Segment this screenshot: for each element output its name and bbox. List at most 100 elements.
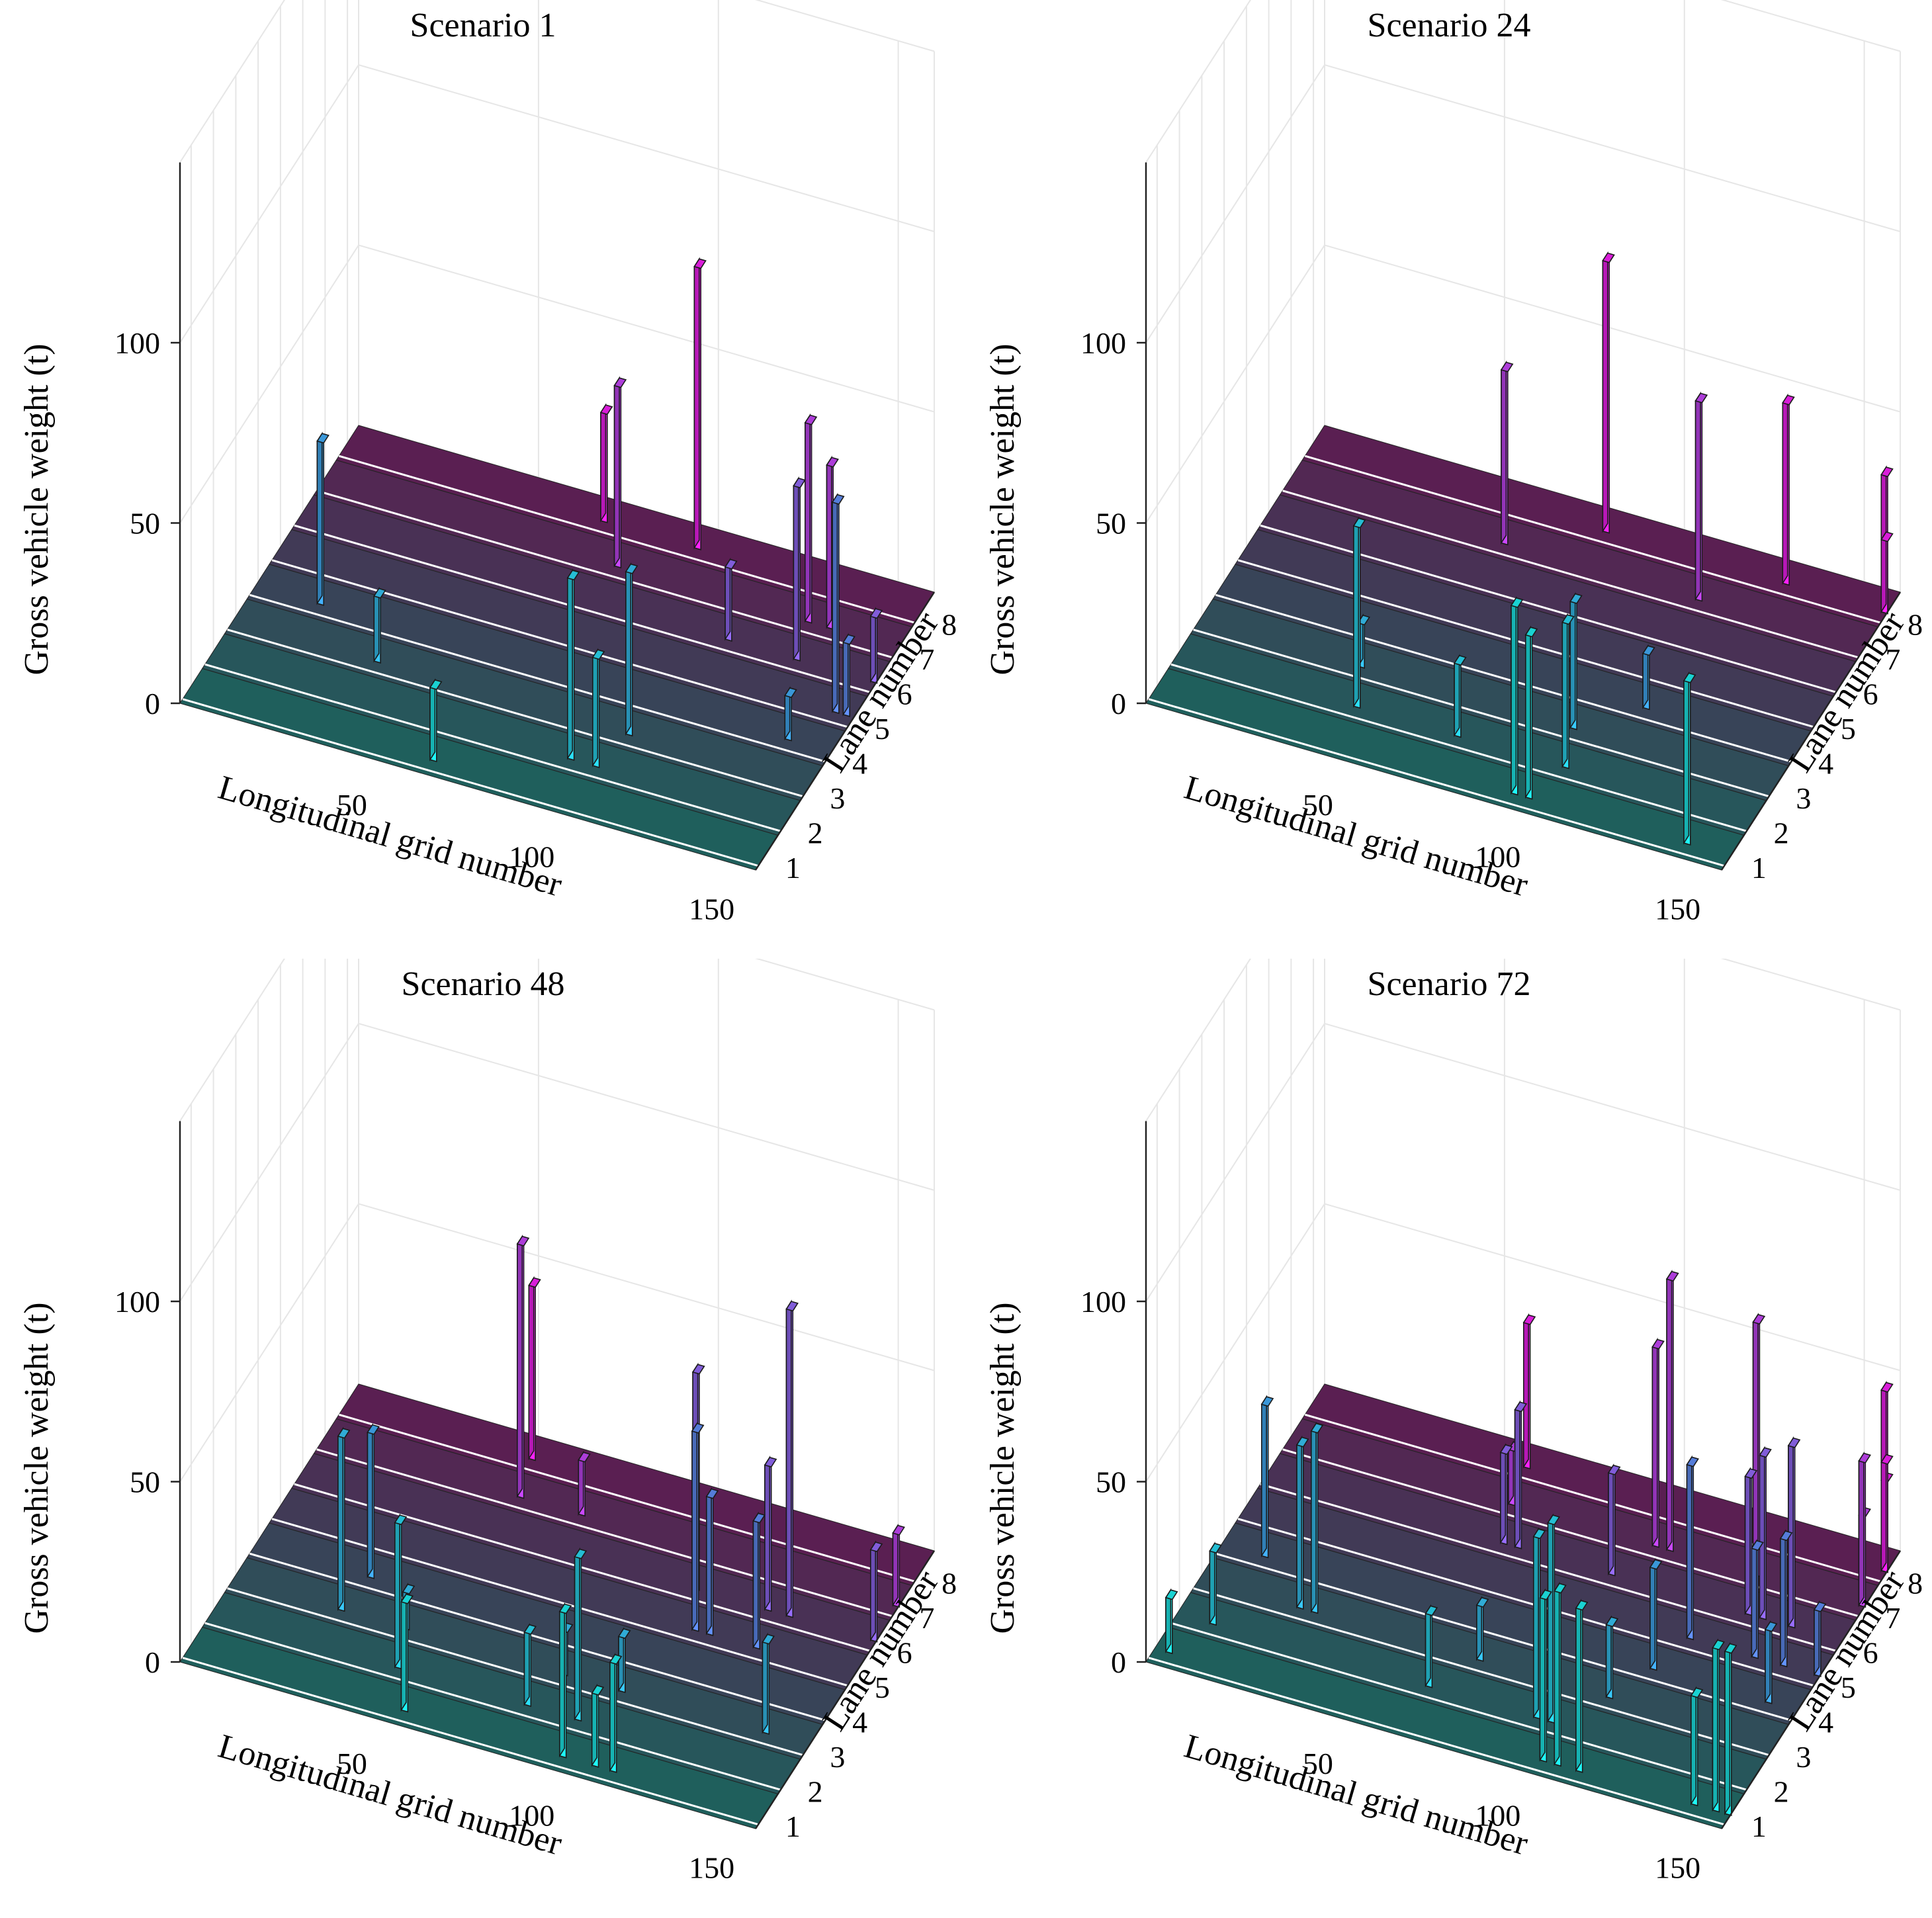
- bar-lane-5-x-150: [1779, 1529, 1793, 1668]
- bar-lane-7-x-182: [1858, 1451, 1871, 1608]
- bar-lane-7-x-106: [1665, 1270, 1679, 1552]
- x-tick-label: 50: [1303, 788, 1333, 822]
- lane-tick-label: 2: [1774, 816, 1789, 850]
- lane-tick-label: 3: [830, 1740, 845, 1774]
- z-tick-label: 50: [1096, 1465, 1126, 1499]
- bar-lane-1-x-108: [1539, 1588, 1552, 1763]
- lane-tick-label: 3: [1796, 1740, 1811, 1774]
- lane-tick-label: 5: [1841, 712, 1856, 746]
- bar-lane-7-x-60: [1500, 360, 1514, 546]
- bar-lane-3-x-104: [1569, 591, 1583, 730]
- bar-lane-7-x-72: [578, 1450, 591, 1517]
- bar-lane-7-x-62: [1507, 1440, 1521, 1506]
- z-tick-label: 50: [1096, 507, 1126, 541]
- z-tick-label: 0: [145, 1645, 160, 1679]
- lane-divider: [1282, 490, 1859, 659]
- lane-tick-label: 6: [897, 677, 912, 711]
- chart-svg: Scenario 240501005010015012345678Longitu…: [984, 0, 1923, 926]
- chart-svg: Scenario 480501005010015012345678Longitu…: [18, 959, 957, 1884]
- bar-lane-7-x-102: [1651, 1337, 1665, 1548]
- panel-scenario-1: Scenario 1 0 50 100 50 100 150 1 2 3 4 5 6 7 8 Longitud…: [0, 0, 966, 959]
- bar-lane-2-x-52: [394, 1513, 408, 1670]
- lane-tick-label: 2: [808, 1774, 823, 1808]
- bar-lane-7-x-141: [826, 455, 839, 631]
- lane-tick-label: 1: [1751, 1809, 1767, 1843]
- bar-lane-3-x-110: [625, 562, 638, 737]
- axes: [179, 162, 936, 871]
- bar-lane-7-x-82: [613, 376, 627, 569]
- z-axis-label: Gross vehicle weight (t): [18, 343, 56, 675]
- z-tick-label: 50: [130, 507, 160, 541]
- bar-lane-6-x-66: [1499, 1443, 1513, 1546]
- bar-lane-8-x-132: [1782, 393, 1795, 586]
- z-tick-label: 100: [1080, 1285, 1126, 1319]
- bar-lane-4-x-118: [1642, 644, 1655, 711]
- lane-divider: [338, 455, 915, 624]
- bar-lane-3-x-114: [1605, 1615, 1619, 1700]
- bar-lane-5-x-120: [705, 1487, 719, 1636]
- bars: [1164, 1270, 1894, 1817]
- lane-tick-label: 8: [942, 607, 957, 641]
- lane-tick-label: 4: [852, 746, 867, 780]
- chart-svg: Scenario 10501005010015012345678Longitud…: [18, 0, 957, 926]
- lane-tick-label: 7: [919, 1601, 934, 1635]
- bar-lane-6-x-96: [1607, 1463, 1621, 1577]
- lane-divider: [1170, 663, 1747, 832]
- x-tick-label: 150: [689, 892, 734, 926]
- x-tick-label: 150: [1655, 1851, 1700, 1884]
- bar-lane-5-x-166: [1813, 1600, 1827, 1678]
- bar-lane-5-x-155: [831, 492, 845, 715]
- bar-lane-2-x-70: [1425, 1604, 1438, 1688]
- bar-lane-2-x-102: [574, 1547, 588, 1722]
- lane-tick-label: 3: [1796, 781, 1811, 815]
- x-tick-label: 150: [689, 1851, 734, 1884]
- lane-divider: [1193, 629, 1769, 798]
- bar-lane-5-x-142: [1751, 1538, 1764, 1659]
- bar-lane-2-x-10: [1209, 1542, 1222, 1626]
- bar-lane-2-x-78: [1453, 654, 1467, 738]
- lane-tick-label: 2: [1774, 1774, 1789, 1808]
- x-tick-label: 150: [1655, 892, 1700, 926]
- lane-tick-label: 1: [785, 851, 801, 885]
- bar-lane-8-x-98: [693, 257, 707, 550]
- bar-lane-2-x-100: [1532, 1527, 1546, 1720]
- bar-lane-8-x-52: [528, 1276, 541, 1461]
- z-tick-label: 50: [130, 1465, 160, 1499]
- x-tick-label: 100: [509, 840, 554, 874]
- lane-tick-label: 1: [1751, 851, 1767, 885]
- bar-lane-5-x-158: [842, 632, 856, 717]
- axes: [1145, 1121, 1902, 1829]
- bar-lane-3-x-148: [762, 1632, 775, 1735]
- lane-divider: [1193, 1587, 1769, 1757]
- bar-lane-1-x-100: [1510, 595, 1524, 796]
- chart-svg: Scenario 720501005010015012345678Longitu…: [984, 959, 1923, 1884]
- bar-lane-3-x-30: [337, 1426, 351, 1612]
- bar-lane-2-x-50: [1352, 516, 1366, 709]
- z-tick-label: 0: [145, 687, 160, 720]
- lane-tick-label: 6: [1863, 677, 1878, 711]
- lane-tick-label: 8: [1908, 1566, 1923, 1600]
- chart-title: Scenario 48: [402, 965, 565, 1003]
- lane-deck: [179, 425, 935, 871]
- bar-lane-1-x-148: [1683, 671, 1696, 846]
- lane-divider: [204, 663, 781, 832]
- bar-lane-8-x-72: [599, 403, 613, 523]
- panel-scenario-24: Scenario 24 0 50 100 50 100 150 1 2 3 4 5 6 7 8 Longitu…: [966, 0, 1932, 959]
- chart-grid: [179, 0, 935, 704]
- z-axis-label: Gross vehicle weight (t): [18, 1302, 56, 1634]
- bar-lane-8-x-82: [1602, 251, 1615, 534]
- bar-lane-6-x-138: [793, 476, 806, 662]
- bar-lane-1-x-113: [591, 1683, 605, 1768]
- bar-lane-5-x-116: [691, 1421, 705, 1632]
- bar-lane-7-x-175: [892, 1523, 905, 1608]
- x-tick-label: 50: [337, 1747, 367, 1780]
- bar-lane-1-x-4: [1164, 1588, 1178, 1655]
- bar-lane-5-x-133: [752, 1511, 766, 1650]
- lane-divider: [294, 1483, 871, 1652]
- lane-divider: [227, 629, 803, 798]
- bar-lane-7-x-55: [516, 1235, 530, 1499]
- bar-lane-4-x-152: [1764, 1620, 1778, 1704]
- bar-lane-8-x-190: [1880, 1452, 1894, 1573]
- bar-lane-4-x-18: [316, 431, 329, 606]
- bar-lane-7-x-135: [804, 413, 818, 624]
